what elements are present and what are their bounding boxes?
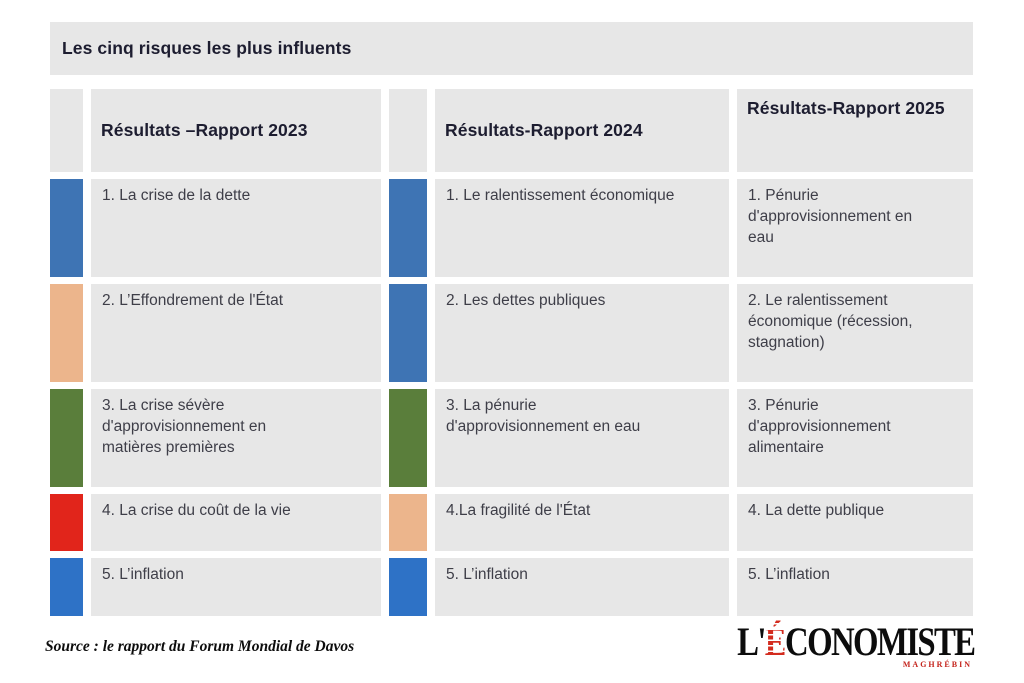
risk-cell-2025-3: 3. Pénurie d'approvisionnement alimentai… [737, 389, 973, 487]
risk-table: Résultats –Rapport 2023 Résultats-Rappor… [50, 89, 973, 616]
swatch-column-header-2024 [389, 89, 427, 172]
logo-wordmark: L'ÉCONOMISTE [736, 619, 976, 664]
risk-color-swatch [389, 179, 427, 277]
risk-cell-2025-4: 4. La dette publique [737, 494, 973, 551]
risk-cell-2023-3: 3. La crise sévère d'approvisionnement e… [91, 389, 381, 487]
risk-cell-2023-4: 4. La crise du coût de la vie [91, 494, 381, 551]
risk-cell-2025-2: 2. Le ralentissement économique (récessi… [737, 284, 973, 382]
risk-cell-2025-5: 5. L’inflation [737, 558, 973, 616]
logo-rest: CONOMISTE [784, 619, 976, 664]
risk-cell-2024-3: 3. La pénurie d'approvisionnement en eau [435, 389, 729, 487]
risk-color-swatch [50, 558, 83, 616]
risk-color-swatch [50, 284, 83, 382]
source-note: Source : le rapport du Forum Mondial de … [45, 638, 355, 655]
risk-cell-2024-4: 4.La fragilité de l'État [435, 494, 729, 551]
risk-cell-2023-1: 1. La crise de la dette [91, 179, 381, 277]
logo-prefix: L' [736, 619, 766, 664]
column-header-2023: Résultats –Rapport 2023 [91, 89, 381, 172]
logo-accent-letter: É [764, 619, 786, 664]
leconomiste-logo: L'ÉCONOMISTE MAGHRÉBIN [685, 619, 976, 670]
figure-title-bar: Les cinq risques les plus influents [50, 22, 973, 75]
risk-cell-2024-2: 2. Les dettes publiques [435, 284, 729, 382]
column-header-2025: Résultats-Rapport 2025 [737, 89, 973, 172]
risk-cell-2025-1: 1. Pénurie d'approvisionnement en eau [737, 179, 973, 277]
figure-title: Les cinq risques les plus influents [62, 38, 352, 58]
risk-color-swatch [50, 389, 83, 487]
risk-cell-2023-2: 2. L’Effondrement de l'État [91, 284, 381, 382]
risk-cell-2024-5: 5. L’inflation [435, 558, 729, 616]
risk-cell-2023-5: 5. L’inflation [91, 558, 381, 616]
risk-color-swatch [389, 389, 427, 487]
swatch-column-header-2023 [50, 89, 83, 172]
risk-cell-2024-1: 1. Le ralentissement économique [435, 179, 729, 277]
logo-tagline: MAGHRÉBIN [902, 660, 972, 669]
risk-color-swatch [389, 494, 427, 551]
risk-color-swatch [389, 284, 427, 382]
risk-color-swatch [389, 558, 427, 616]
column-header-2024: Résultats-Rapport 2024 [435, 89, 729, 172]
risk-color-swatch [50, 179, 83, 277]
risk-color-swatch [50, 494, 83, 551]
